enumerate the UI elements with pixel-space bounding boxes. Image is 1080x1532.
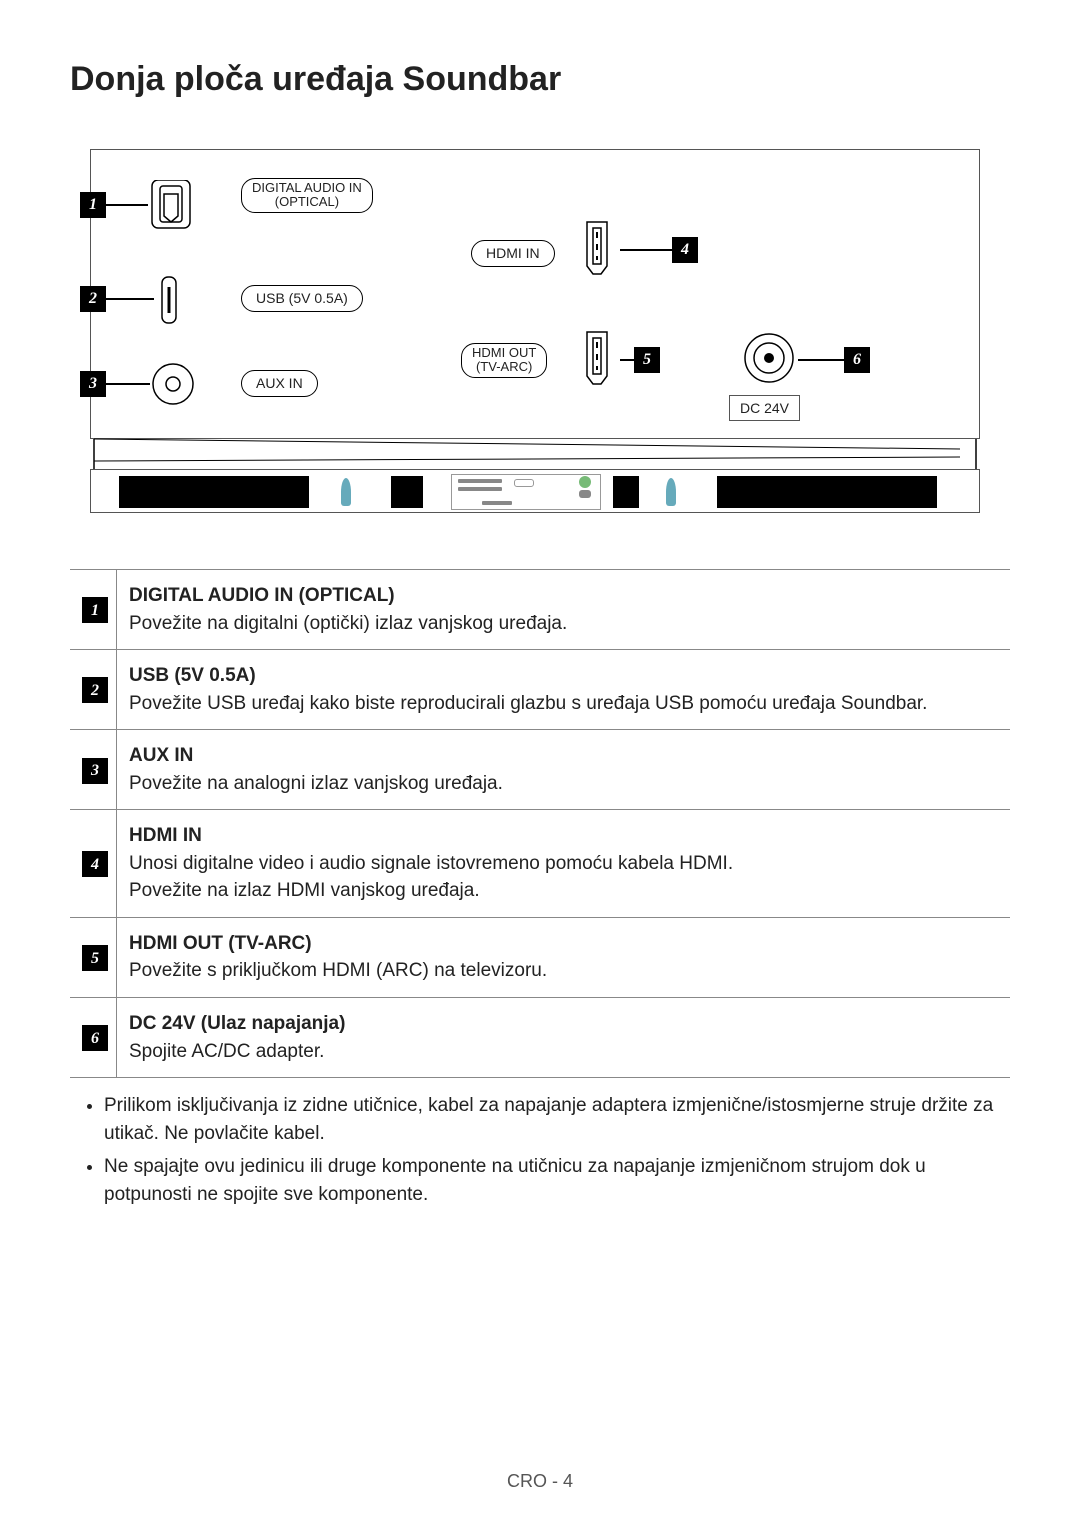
- table-num-3: 3: [82, 758, 108, 784]
- callout-1: 1: [80, 192, 106, 218]
- hdmi-in-icon: [579, 218, 624, 278]
- usb-port-icon: [156, 275, 201, 330]
- table-cell-5: HDMI OUT (TV-ARC)Povežite s priključkom …: [117, 917, 1011, 997]
- usb-port-label: USB (5V 0.5A): [241, 285, 363, 312]
- warning-notes: Prilikom isključivanja iz zidne utičnice…: [70, 1092, 1010, 1208]
- soundbar-front-strip: [90, 469, 980, 513]
- page-heading: Donja ploča uređaja Soundbar: [70, 60, 1010, 99]
- table-num-6: 6: [82, 1025, 108, 1051]
- hdmi-out-label: HDMI OUT(TV-ARC): [461, 343, 547, 378]
- callout-5: 5: [634, 347, 660, 373]
- table-num-2: 2: [82, 677, 108, 703]
- optical-port-label: DIGITAL AUDIO IN(OPTICAL): [241, 178, 373, 213]
- hdmi-out-icon: [579, 328, 624, 388]
- table-cell-1: DIGITAL AUDIO IN (OPTICAL)Povežite na di…: [117, 570, 1011, 650]
- soundbar-top-view: DIGITAL AUDIO IN(OPTICAL) USB (5V 0.5A): [90, 149, 980, 439]
- callout-3: 3: [80, 371, 106, 397]
- aux-port-icon: [149, 360, 204, 415]
- optical-port-icon: [146, 180, 206, 235]
- note-item: Ne spajajte ovu jedinicu ili druge kompo…: [104, 1153, 1010, 1208]
- table-num-5: 5: [82, 945, 108, 971]
- table-cell-2: USB (5V 0.5A)Povežite USB uređaj kako bi…: [117, 650, 1011, 730]
- table-cell-3: AUX INPovežite na analogni izlaz vanjsko…: [117, 730, 1011, 810]
- table-num-1: 1: [82, 597, 108, 623]
- callout-2: 2: [80, 286, 106, 312]
- callout-6: 6: [844, 347, 870, 373]
- dc-port-icon: [741, 330, 801, 390]
- page-footer: CRO - 4: [0, 1471, 1080, 1492]
- table-num-4: 4: [82, 851, 108, 877]
- aux-port-label: AUX IN: [241, 370, 318, 397]
- callout-4: 4: [672, 237, 698, 263]
- dc-port-label: DC 24V: [729, 395, 800, 421]
- port-description-table: 1 DIGITAL AUDIO IN (OPTICAL)Povežite na d…: [70, 569, 1010, 1078]
- table-cell-6: DC 24V (Ulaz napajanja)Spojite AC/DC ada…: [117, 998, 1011, 1078]
- note-item: Prilikom isključivanja iz zidne utičnice…: [104, 1092, 1010, 1147]
- soundbar-diagram: DIGITAL AUDIO IN(OPTICAL) USB (5V 0.5A): [70, 149, 1010, 529]
- table-cell-4: HDMI INUnosi digitalne video i audio sig…: [117, 810, 1011, 918]
- hdmi-in-label: HDMI IN: [471, 240, 555, 267]
